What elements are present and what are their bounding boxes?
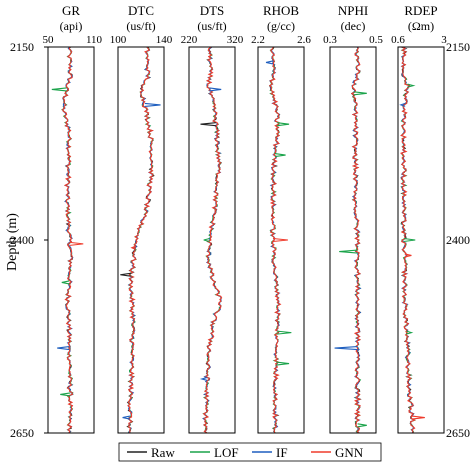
- track-title: GR: [62, 3, 80, 18]
- x-tick-label: 2.2: [251, 34, 265, 46]
- track-unit: (api): [60, 19, 83, 33]
- y-tick-label-right: 2650: [446, 426, 470, 440]
- y-tick-label-left: 2400: [10, 233, 34, 247]
- track-title: RHOB: [263, 3, 299, 18]
- spike-lof: [403, 237, 416, 243]
- track-unit: (us/ft): [197, 19, 226, 33]
- legend-item-if: IF: [252, 445, 288, 460]
- legend-label: Raw: [151, 445, 175, 460]
- spike-lof: [276, 361, 290, 366]
- y-tick-label-left: 2650: [10, 426, 34, 440]
- series-line-lof: [202, 47, 222, 433]
- spike-lof: [357, 423, 367, 428]
- spike-if: [209, 87, 222, 92]
- spike-if: [122, 415, 131, 420]
- x-tick-label: 320: [227, 34, 244, 46]
- y-tick-label-right: 2150: [446, 40, 470, 54]
- spike-gnn: [69, 241, 84, 246]
- track-unit: (us/ft): [126, 19, 155, 33]
- spike-lof: [353, 91, 367, 96]
- track-gr: GR(api) 50 110: [43, 3, 103, 434]
- x-tick-label: 0.5: [369, 34, 383, 46]
- spike-gnn: [130, 245, 136, 250]
- spike-raw: [120, 272, 132, 277]
- legend-label: LOF: [214, 445, 239, 460]
- legend-label: GNN: [335, 445, 364, 460]
- track-frame: [397, 46, 445, 434]
- track-dtc: DTC(us/ft)100 140: [110, 3, 173, 434]
- track-rhob: RHOB(g/cc)2.2 2.6: [251, 3, 311, 434]
- x-tick-label: 0.6: [391, 34, 405, 46]
- track-title: DTS: [200, 3, 225, 18]
- x-tick-label: 100: [110, 34, 127, 46]
- legend-item-gnn: GNN: [311, 445, 364, 460]
- track-unit: (dec): [341, 19, 366, 33]
- y-tick-label-left: 2150: [10, 40, 34, 54]
- track-frame: [188, 46, 236, 434]
- spike-lof: [407, 83, 416, 88]
- track-title: DTC: [128, 3, 154, 18]
- x-tick-label: 3: [441, 34, 447, 46]
- track-frame: [117, 46, 165, 434]
- spike-if: [57, 346, 70, 351]
- series-line-if: [126, 47, 154, 433]
- x-tick-label: 220: [181, 34, 198, 46]
- spike-lof: [339, 249, 358, 254]
- spike-raw: [200, 122, 216, 127]
- series-line-gnn: [127, 47, 154, 433]
- spike-lof: [406, 330, 414, 335]
- series-line-lof: [126, 47, 154, 433]
- x-tick-label: 140: [156, 34, 173, 46]
- spike-lof: [51, 87, 67, 92]
- track-unit: (g/cc): [267, 19, 295, 33]
- spike-if: [399, 102, 406, 107]
- y-axis-label: Depth (m): [5, 213, 20, 271]
- spike-lof: [277, 330, 292, 335]
- track-rdep: RDEP(Ωm)0.6 3: [391, 3, 447, 434]
- track-title: RDEP: [404, 3, 437, 18]
- track-frame: [257, 46, 305, 434]
- legend-item-raw: Raw: [127, 445, 175, 460]
- legend-item-lof: LOF: [190, 445, 239, 460]
- x-tick-label: 50: [43, 34, 55, 46]
- series-line-gnn: [399, 47, 416, 433]
- series-line-gnn: [202, 47, 223, 433]
- spike-gnn: [272, 237, 288, 243]
- legend-label: IF: [276, 445, 288, 460]
- track-unit: (Ωm): [408, 19, 434, 33]
- x-tick-label: 0.3: [323, 34, 337, 46]
- track-frame: [329, 46, 377, 434]
- track-title: NPHI: [338, 3, 368, 18]
- spike-lof: [274, 153, 286, 158]
- y-tick-label-right: 2400: [446, 233, 470, 247]
- spike-if: [265, 60, 274, 65]
- x-tick-label: 2.6: [297, 34, 311, 46]
- spike-if: [62, 103, 65, 107]
- track-nphi: NPHI(dec) 0.3 0.5: [323, 3, 383, 434]
- legend-box: [118, 442, 382, 462]
- legend: Raw LOF IF GNN: [118, 442, 382, 462]
- spike-if: [144, 102, 161, 107]
- spike-lof: [277, 122, 290, 127]
- spike-lof: [61, 280, 70, 285]
- series-line-raw: [126, 47, 155, 433]
- spike-if: [199, 376, 208, 381]
- series-line-gnn: [350, 47, 362, 433]
- track-dts: DTS(us/ft)220 320: [181, 3, 244, 434]
- spike-lof: [203, 237, 210, 243]
- spike-gnn: [411, 415, 425, 420]
- x-tick-label: 110: [86, 34, 103, 46]
- series-line-gnn: [61, 47, 74, 433]
- spike-lof: [60, 392, 71, 397]
- spike-if: [334, 346, 358, 351]
- series-line-gnn: [269, 47, 282, 433]
- spike-gnn: [404, 253, 412, 258]
